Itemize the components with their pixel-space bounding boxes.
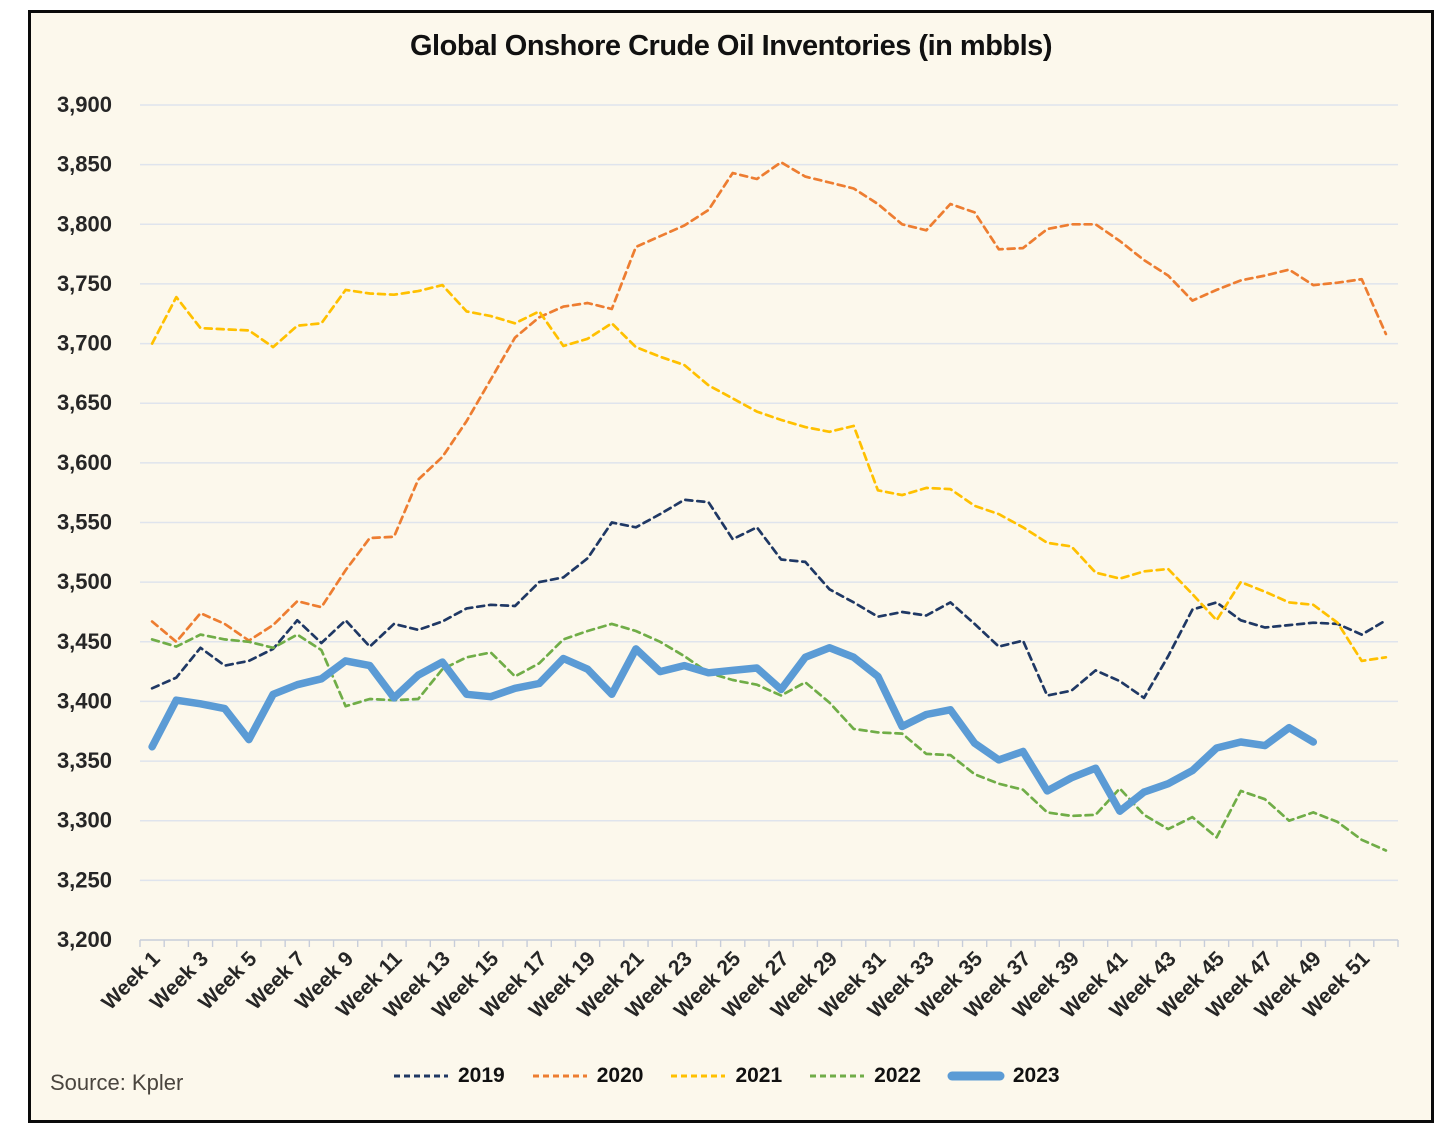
chart-title: Global Onshore Crude Oil Inventories (in… [410, 30, 1052, 62]
y-axis-tick-label: 3,550 [57, 510, 112, 535]
legend-item-2019: 2019 [392, 1064, 505, 1088]
legend-item-2020: 2020 [531, 1064, 644, 1088]
y-axis-tick-label: 3,500 [57, 569, 112, 594]
y-axis-tick-label: 3,350 [57, 748, 112, 773]
series-line-2019 [150, 498, 1388, 700]
legend-label: 2020 [596, 1064, 644, 1087]
y-axis-tick-label: 3,250 [57, 867, 112, 892]
chart-frame [28, 10, 1434, 1123]
y-axis-tick-label: 3,800 [57, 211, 112, 236]
y-axis-tick-label: 3,700 [57, 331, 112, 356]
legend-item-2021: 2021 [669, 1064, 782, 1088]
legend-swatch-dashed-icon [810, 1074, 865, 1078]
y-axis-tick-label: 3,400 [57, 688, 112, 713]
y-axis-tick-label: 3,200 [57, 927, 112, 952]
legend-swatch-dashed-icon [671, 1074, 726, 1078]
legend-swatch-thick-icon [947, 1071, 1005, 1081]
chart-legend: 2019 2020 2021 2022 2023 [392, 1064, 1060, 1088]
legend-swatch-dashed-icon [532, 1074, 587, 1078]
legend-label: 2023 [1012, 1064, 1060, 1087]
y-axis-tick-label: 3,450 [57, 629, 112, 654]
y-axis-tick-label: 3,900 [57, 92, 112, 117]
y-axis-tick-label: 3,750 [57, 271, 112, 296]
legend-item-2022: 2022 [808, 1064, 921, 1088]
series-line-2020 [150, 160, 1388, 644]
y-axis-tick-label: 3,650 [57, 390, 112, 415]
series-line-2021 [150, 283, 1388, 663]
legend-label: 2021 [735, 1064, 783, 1087]
series-line-2023 [148, 644, 1318, 815]
y-axis-tick-label: 3,300 [57, 808, 112, 833]
legend-swatch-dashed-icon [394, 1074, 448, 1078]
source-note: Source: Kpler [50, 1070, 184, 1095]
series-line-2022 [150, 622, 1388, 852]
legend-label: 2019 [458, 1064, 505, 1087]
legend-item-2023: 2023 [947, 1064, 1060, 1088]
legend-label: 2022 [874, 1064, 921, 1087]
y-axis-tick-label: 3,600 [57, 450, 112, 475]
y-axis-tick-label: 3,850 [57, 152, 112, 177]
